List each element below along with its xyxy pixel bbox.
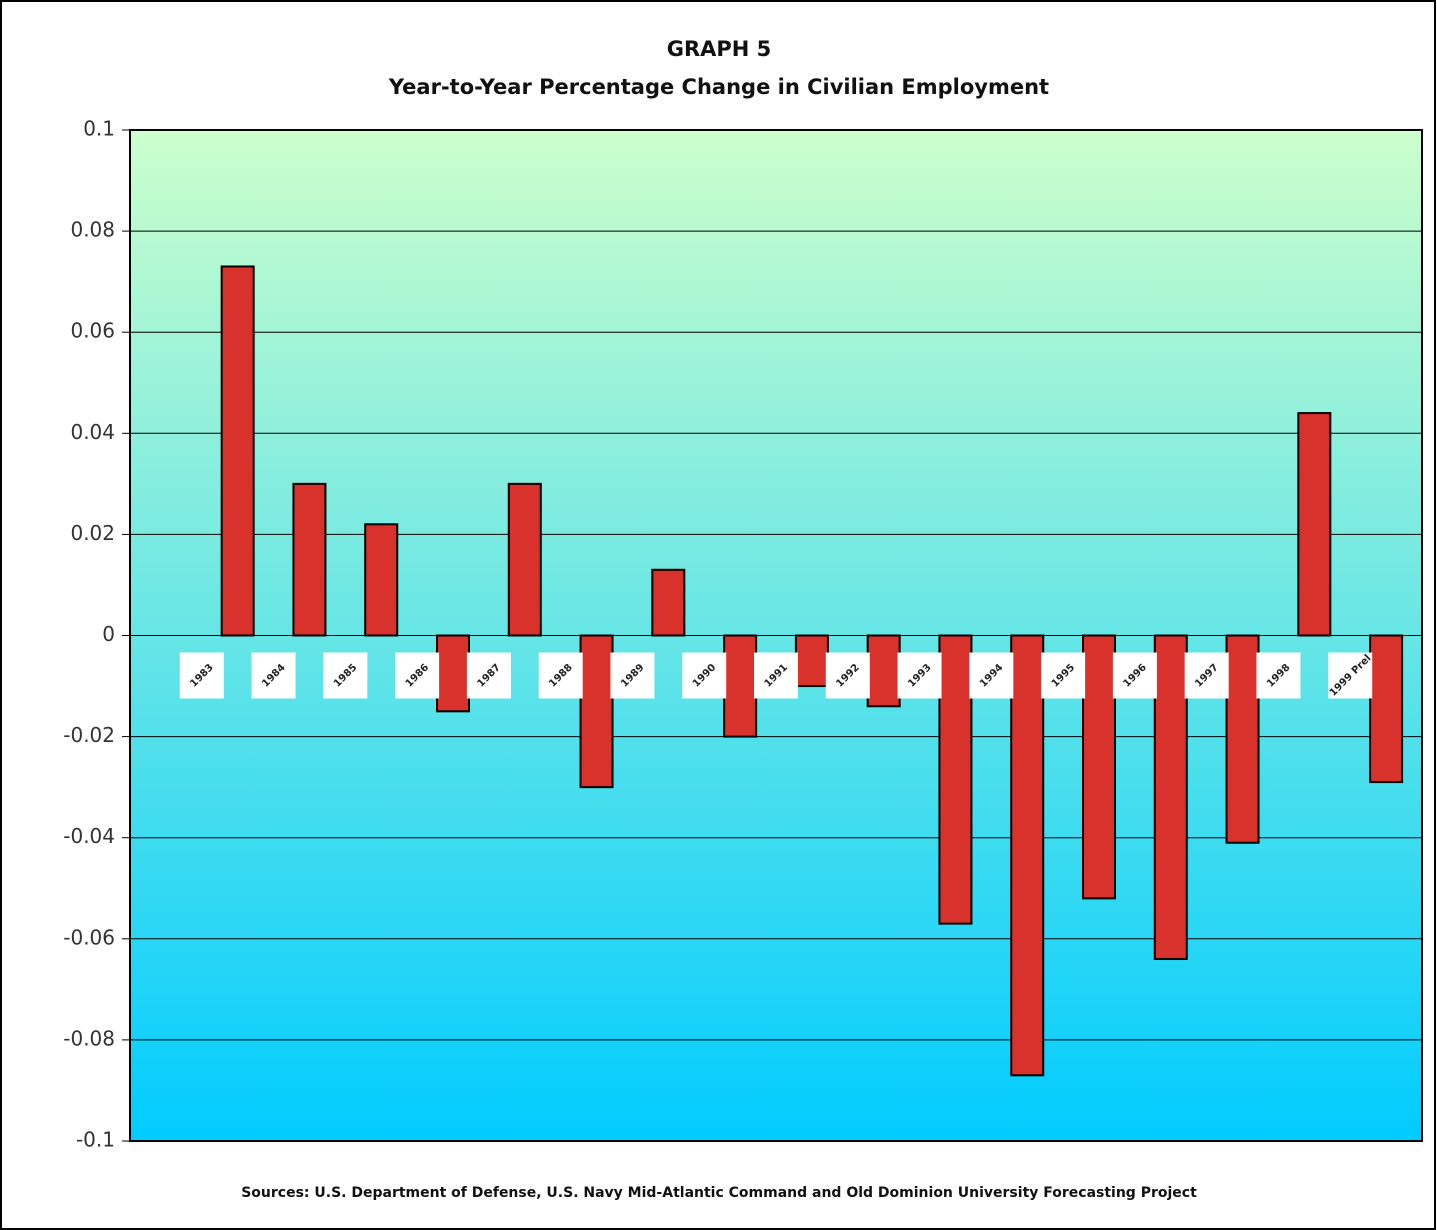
bar: [1225, 634, 1260, 844]
bar: [507, 482, 542, 637]
y-tick-label: -0.1: [76, 1128, 115, 1152]
y-tick-label: 0.06: [70, 319, 115, 343]
x-label-box: [610, 652, 655, 699]
y-tick-label: -0.04: [63, 824, 115, 848]
x-label-box: [538, 652, 583, 699]
x-label-box: [179, 652, 224, 699]
y-tick-label: 0.02: [70, 521, 115, 545]
chart-subtitle: Year-to-Year Percentage Change in Civili…: [388, 75, 1049, 99]
bar: [1082, 634, 1116, 900]
x-label-box: [323, 652, 368, 699]
x-label-box: [251, 652, 296, 699]
bar: [1297, 412, 1332, 637]
chart-title: GRAPH 5: [667, 37, 772, 61]
y-tick-label: 0: [102, 622, 115, 646]
plot-border: [129, 129, 1423, 1142]
bar: [364, 523, 399, 637]
bar: [866, 634, 901, 708]
x-label-box: [897, 652, 942, 699]
x-label-box: [825, 652, 870, 699]
x-label-box: [754, 652, 798, 699]
source-note: Sources: U.S. Department of Defense, U.S…: [241, 1185, 1197, 1201]
y-tick-label: 0.08: [70, 218, 115, 242]
y-tick-label: -0.08: [63, 1026, 115, 1050]
bar: [651, 568, 686, 637]
bar: [1369, 634, 1404, 784]
x-label-box: [1041, 652, 1086, 699]
x-label-box: [969, 652, 1014, 699]
y-tick-label: 0.1: [83, 117, 115, 141]
bar: [220, 265, 255, 637]
x-label-box: [395, 652, 440, 699]
x-label-box: [466, 652, 511, 699]
x-label-box: [1256, 652, 1301, 699]
bar: [794, 634, 829, 688]
x-label-box: [1184, 652, 1229, 699]
bar: [723, 634, 758, 738]
y-tick-label: -0.02: [63, 723, 115, 747]
bar: [292, 482, 327, 637]
bar: [579, 634, 614, 789]
y-tick-label: -0.06: [63, 925, 115, 949]
x-label-box: [1112, 652, 1157, 699]
y-tick-label: 0.04: [70, 420, 115, 444]
bar: [938, 634, 973, 925]
bar: [436, 634, 470, 713]
x-label-box: [1328, 652, 1373, 699]
bar: [1010, 634, 1045, 1077]
bar: [1153, 634, 1188, 961]
x-label-box: [682, 652, 727, 699]
